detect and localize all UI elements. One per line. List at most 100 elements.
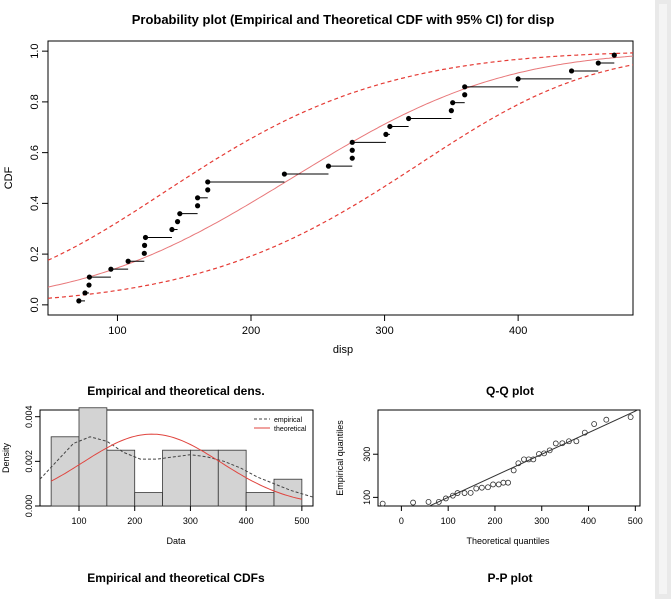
ci-upper-line (48, 52, 633, 261)
empirical-point (177, 211, 183, 217)
histogram-bar (134, 492, 163, 507)
qq-point (603, 416, 610, 423)
qq-point (510, 467, 517, 474)
prob-xtick-label-300: 300 (375, 325, 393, 337)
histogram-bar (217, 449, 247, 507)
prob-plot-axes: 100 200 300 400 0.0 0.2 0.4 0.6 0.8 1.0 (29, 43, 527, 337)
histogram-bar (50, 436, 80, 507)
density-ytick-label-0: 0.000 (24, 495, 34, 518)
density-axes: 100 200 300 400 500 0.000 0.002 0.004 (24, 405, 309, 526)
qq-xtick-label-0: 0 (399, 516, 404, 526)
qq-point (530, 456, 537, 463)
qq-point (410, 499, 416, 506)
empirical-point (349, 155, 355, 161)
empirical-point (383, 131, 389, 137)
vertical-scrollbar-thumb[interactable] (659, 4, 667, 594)
empirical-point (349, 147, 355, 153)
empirical-point (349, 139, 355, 145)
density-ytick-label-2: 0.004 (24, 405, 34, 428)
empirical-point (462, 84, 468, 90)
empirical-point (108, 266, 114, 272)
qq-ytick-label-100: 100 (362, 490, 372, 505)
empirical-point (141, 242, 148, 248)
qq-frame (377, 409, 641, 507)
histogram-bar (245, 492, 275, 507)
empirical-point (169, 226, 175, 233)
histogram-bar (106, 449, 136, 507)
empirical-point (515, 76, 521, 82)
qq-point (478, 484, 485, 491)
qq-point (461, 490, 468, 496)
qq-point (573, 438, 580, 445)
qq-point (485, 484, 491, 491)
prob-plot-title: Probability plot (Empirical and Theoreti… (132, 12, 555, 27)
density-xtick-label-300: 300 (183, 516, 198, 526)
prob-plot-frame (47, 40, 634, 316)
qq-point (473, 485, 480, 492)
empirical-point (86, 282, 92, 288)
qq-point (425, 499, 432, 505)
qq-point (559, 440, 566, 447)
empirical-point (82, 290, 88, 296)
qq-title: Q-Q plot (486, 384, 534, 398)
qq-point (500, 479, 507, 486)
empirical-point (450, 100, 456, 106)
prob-ytick-label-2: 0.4 (29, 196, 41, 211)
figure: Probability plot (Empirical and Theoreti… (1, 12, 643, 585)
qq-point (581, 429, 588, 436)
empirical-point (194, 203, 201, 209)
theoretical-cdf-line (48, 55, 633, 288)
qq-point (449, 492, 456, 499)
qq-point (495, 481, 502, 488)
qq-xtick-label-300: 300 (534, 516, 549, 526)
histogram-bar (78, 407, 108, 507)
qq-points (379, 414, 634, 507)
empirical-point (462, 92, 468, 98)
ci-lower-line (48, 64, 633, 299)
qq-reference-line-group (428, 410, 639, 506)
empirical-point (125, 258, 131, 264)
empirical-point (568, 68, 575, 74)
legend-theoretical-label: theoretical (274, 426, 307, 433)
qq-xtick-label-100: 100 (441, 516, 456, 526)
cdf-comparison-title: Empirical and theoretical CDFs (87, 571, 265, 585)
density-bars (50, 407, 303, 507)
density-ylabel: Density (1, 442, 11, 473)
prob-plot-ylabel: CDF (3, 166, 15, 189)
legend-empirical-label: empirical (274, 417, 302, 424)
pp-title: P-P plot (487, 571, 532, 585)
qq-point (565, 438, 572, 445)
histogram-bar (190, 449, 219, 507)
empirical-point (86, 274, 93, 280)
qq-xlabel: Theoretical quantiles (466, 536, 550, 546)
qq-xtick-label-500: 500 (628, 516, 643, 526)
qq-point (442, 495, 449, 502)
qq-point (467, 489, 474, 496)
prob-ytick-label-1: 0.2 (29, 246, 41, 261)
empirical-point (448, 108, 454, 114)
qq-axes: 0 100 200 300 400 500 100 300 (362, 447, 643, 526)
prob-xtick-label-400: 400 (509, 325, 527, 337)
qq-xtick-label-400: 400 (581, 516, 596, 526)
empirical-point (406, 115, 412, 122)
prob-plot-empirical-steps (76, 52, 617, 304)
prob-plot-curves (48, 52, 633, 299)
qq-point (505, 479, 511, 486)
prob-ytick-label-0: 0.0 (29, 297, 41, 312)
empirical-point (611, 52, 617, 58)
density-xlabel: Data (166, 536, 185, 546)
qq-point (454, 490, 461, 496)
qq-point (490, 481, 496, 488)
histogram-bar (162, 449, 191, 507)
empirical-point (205, 187, 211, 193)
density-legend: empirical theoretical (254, 417, 307, 433)
qq-point (435, 499, 442, 505)
qq-point (515, 460, 522, 467)
empirical-point (325, 163, 332, 169)
empirical-point (387, 123, 393, 130)
qq-point (552, 440, 559, 447)
empirical-point (281, 171, 288, 177)
empirical-point (142, 234, 149, 241)
density-xtick-label-400: 400 (239, 516, 254, 526)
qq-point (541, 450, 547, 457)
